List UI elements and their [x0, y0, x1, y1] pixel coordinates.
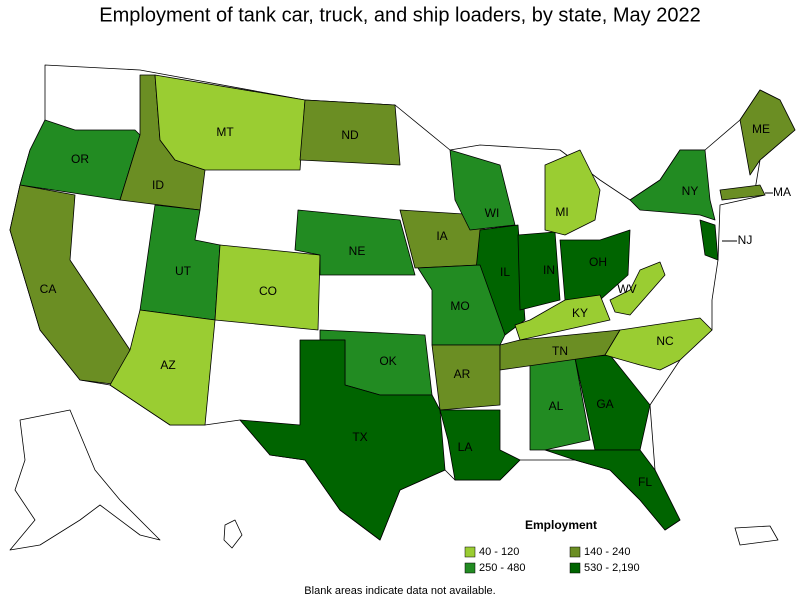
hawaii: [223, 519, 243, 549]
state-label: AR: [454, 367, 471, 381]
state-region: [629, 149, 716, 221]
state-label: MI: [555, 205, 568, 219]
state-label: TX: [352, 430, 367, 444]
legend-swatch: [464, 546, 476, 558]
legend: Employment 40 - 120 140 - 240 250 - 480 530…: [464, 518, 640, 574]
legend-swatch: [569, 562, 581, 574]
state-region: [431, 344, 501, 411]
state-region: [299, 99, 401, 166]
state-label: TN: [552, 344, 568, 358]
state-region: [517, 231, 561, 311]
state-region: [739, 89, 796, 176]
state-label: IA: [436, 229, 447, 243]
legend-swatch: [569, 546, 581, 558]
state-region: [719, 184, 766, 201]
state-region: [294, 209, 416, 276]
state-label: MT: [216, 125, 234, 139]
state-region: [214, 244, 321, 331]
state-label: NJ: [738, 233, 753, 247]
state-region: [109, 309, 216, 426]
state-label: ME: [752, 122, 770, 136]
state-label: NC: [656, 334, 674, 348]
states: OR ID MT ND CA UT CO AZ NE IA WI IL IN OH MI MO OK AR TX LA…: [9, 74, 796, 541]
state-region: [439, 409, 521, 481]
state-region: [699, 219, 719, 261]
state-region: [544, 149, 601, 236]
state-label: ND: [341, 128, 359, 142]
state-region: [604, 317, 713, 371]
footnote: Blank areas indicate data not available.: [304, 585, 495, 597]
state-label: IL: [500, 265, 510, 279]
state-label: AZ: [160, 358, 175, 372]
state-label: FL: [638, 475, 652, 489]
state-label: AL: [549, 399, 564, 413]
state-region: [609, 261, 666, 316]
state-region: [239, 339, 446, 541]
state-label: NY: [682, 184, 699, 198]
state-label: OH: [589, 255, 607, 269]
legend-label: 250 - 480: [479, 562, 525, 574]
legend-swatch: [464, 562, 476, 574]
alaska: [9, 409, 161, 551]
state-region: [514, 294, 611, 341]
state-label: WV: [617, 282, 636, 296]
state-region: [449, 149, 516, 231]
map-title: Employment of tank car, truck, and ship …: [99, 4, 700, 26]
state-label: OK: [379, 354, 396, 368]
legend-label: 530 - 2,190: [584, 562, 640, 574]
state-label: KY: [572, 306, 588, 320]
puerto-rico: [734, 525, 779, 546]
state-label: IN: [543, 263, 555, 277]
state-label: UT: [175, 264, 192, 278]
legend-label: 140 - 240: [584, 546, 630, 558]
state-label: OR: [71, 152, 89, 166]
state-label: CA: [40, 282, 57, 296]
state-label: WI: [485, 206, 500, 220]
state-label: NE: [349, 244, 366, 258]
state-label: CO: [259, 284, 277, 298]
state-label: MO: [450, 299, 469, 313]
state-label: ID: [152, 178, 164, 192]
state-label: MA: [773, 185, 791, 199]
legend-label: 40 - 120: [479, 546, 519, 558]
legend-title: Employment: [525, 518, 597, 532]
state-region: [544, 449, 681, 531]
state-region: [154, 74, 306, 171]
state-label: LA: [458, 440, 473, 454]
state-label: GA: [596, 397, 613, 411]
